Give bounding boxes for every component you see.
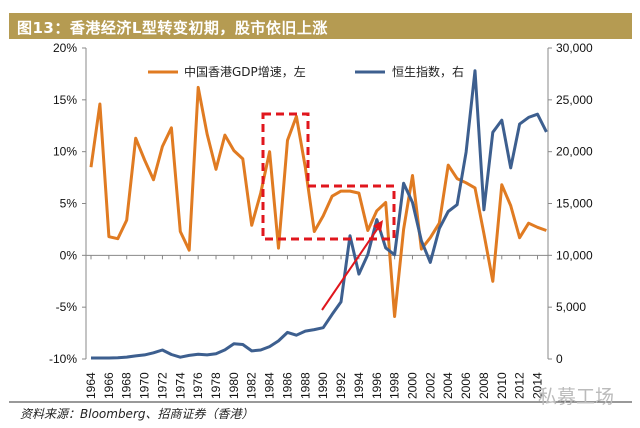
source-note: 资料来源：Bloomberg、招商证券（香港） (20, 407, 254, 421)
right-tick-label: 30,000 (556, 41, 593, 55)
x-tick-label: 1974 (173, 372, 187, 399)
gdp-growth-line (89, 85, 547, 318)
x-tick-label: 2006 (459, 372, 473, 399)
x-tick-label: 2008 (477, 372, 491, 399)
x-tick-label: 2010 (495, 372, 509, 399)
x-tick-label: 1986 (280, 372, 294, 399)
left-tick-label: 5% (60, 197, 78, 211)
right-tick-label: 25,000 (556, 93, 593, 107)
x-tick-label: 1972 (155, 372, 169, 399)
x-tick-label: 1982 (245, 372, 259, 399)
x-tick-label: 1978 (209, 372, 223, 399)
right-tick-label: 5,000 (556, 300, 586, 314)
right-tick-label: 0 (556, 352, 563, 366)
hsi-line (91, 69, 548, 360)
figure-title-bar: 图13：香港经济L型转变初期，股市依旧上涨 (9, 13, 632, 39)
x-tick-label: 2002 (423, 372, 437, 399)
x-tick-label: 1994 (352, 372, 366, 399)
legend-label: 恒生指数，右 (392, 64, 464, 79)
x-tick-label: 1980 (227, 372, 241, 399)
legend-label: 中国香港GDP增速，左 (184, 64, 306, 79)
x-tick-label: 2004 (441, 372, 455, 399)
watermark: 私募工场 (538, 386, 615, 408)
x-tick-label: 1964 (84, 372, 98, 399)
x-tick-label: 2012 (513, 372, 527, 399)
highlight-box (261, 112, 396, 241)
trend-arrow-head (373, 220, 383, 232)
figure-title: 图13：香港经济L型转变初期，股市依旧上涨 (17, 19, 328, 37)
right-tick-label: 20,000 (556, 145, 593, 159)
left-tick-label: 15% (53, 93, 77, 107)
left-tick-label: 10% (53, 145, 77, 159)
trend-arrow (321, 224, 381, 311)
left-tick-label: 20% (53, 41, 77, 55)
x-tick-label: 1996 (370, 372, 384, 399)
left-tick-label: 0% (60, 248, 78, 262)
x-tick-label: 1970 (138, 372, 152, 399)
left-tick-label: -10% (49, 352, 77, 366)
x-tick-label: 1990 (316, 372, 330, 399)
x-tick-label: 1992 (334, 372, 348, 399)
right-tick-label: 10,000 (556, 248, 593, 262)
x-tick-label: 1998 (388, 372, 402, 399)
x-tick-label: 1966 (102, 372, 116, 399)
x-tick-label: 1984 (263, 372, 277, 399)
right-tick-label: 15,000 (556, 197, 593, 211)
x-tick-label: 1968 (120, 372, 134, 399)
x-tick-label: 1988 (298, 372, 312, 399)
x-tick-label: 2000 (405, 372, 419, 399)
x-tick-label: 1976 (191, 372, 205, 399)
left-tick-label: -5% (56, 300, 78, 314)
x-tick-label: 2014 (531, 372, 545, 399)
